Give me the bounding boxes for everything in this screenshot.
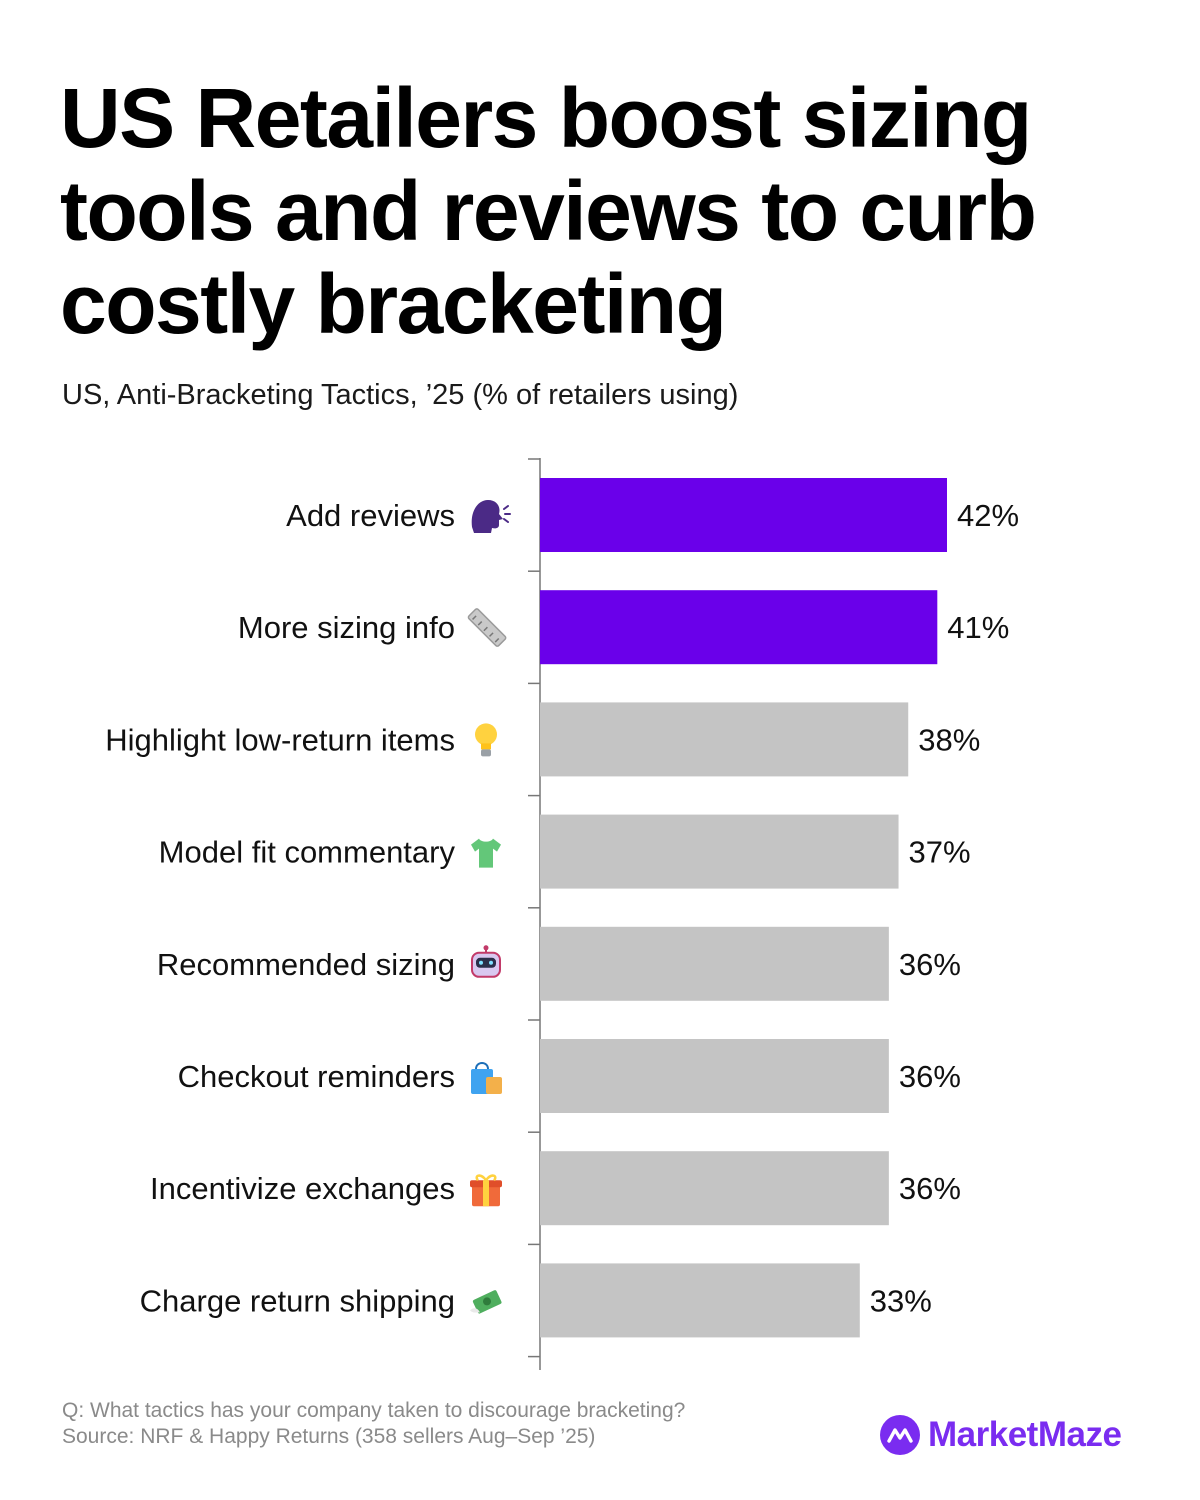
data-label: 33% xyxy=(870,1283,932,1318)
brand-name: MarketMaze xyxy=(928,1415,1122,1454)
speaking-head-icon xyxy=(471,500,511,533)
robot-icon xyxy=(471,945,501,978)
gift-icon xyxy=(470,1174,502,1207)
data-label: 36% xyxy=(899,947,961,982)
data-label: 36% xyxy=(899,1171,961,1206)
data-label: 36% xyxy=(899,1059,961,1094)
bar-chart: Add reviews 42% More sizing info 41% Highlig… xyxy=(105,458,1019,1370)
data-label: 42% xyxy=(957,498,1019,533)
data-label: 37% xyxy=(909,835,971,870)
category-label: Recommended sizing xyxy=(157,947,455,982)
money-with-wings-icon xyxy=(470,1290,502,1314)
bar xyxy=(540,702,909,777)
source-note: Source: NRF & Happy Returns (358 sellers… xyxy=(62,1425,596,1448)
bar xyxy=(540,1151,889,1226)
bar xyxy=(540,814,899,889)
category-label: Add reviews xyxy=(286,498,455,533)
bar xyxy=(540,1039,889,1113)
t-shirt-icon xyxy=(471,838,501,868)
category-label: Charge return shipping xyxy=(140,1283,455,1318)
category-label: Highlight low-return items xyxy=(105,722,455,757)
light-bulb-icon xyxy=(475,723,497,757)
bar xyxy=(540,1263,860,1338)
data-label: 38% xyxy=(918,722,980,757)
category-label: Checkout reminders xyxy=(178,1059,455,1094)
bar xyxy=(540,590,938,665)
data-label: 41% xyxy=(947,610,1009,645)
survey-question: Q: What tactics has your company taken t… xyxy=(62,1399,686,1422)
chart-subtitle: US, Anti-Bracketing Tactics, ’25 (% of r… xyxy=(62,379,739,411)
category-label: Incentivize exchanges xyxy=(150,1171,455,1206)
bar xyxy=(540,926,889,1001)
bar xyxy=(540,478,947,552)
brand-logo: MarketMaze xyxy=(880,1412,1122,1458)
shopping-bags-icon xyxy=(471,1062,502,1094)
category-label: Model fit commentary xyxy=(159,835,456,870)
category-label: More sizing info xyxy=(238,610,455,645)
chart-title: US Retailers boost sizing tools and revi… xyxy=(60,71,1037,351)
ruler-icon xyxy=(467,608,507,647)
footer: Q: What tactics has your company taken t… xyxy=(62,1398,685,1450)
marketmaze-logo-icon xyxy=(880,1415,920,1455)
